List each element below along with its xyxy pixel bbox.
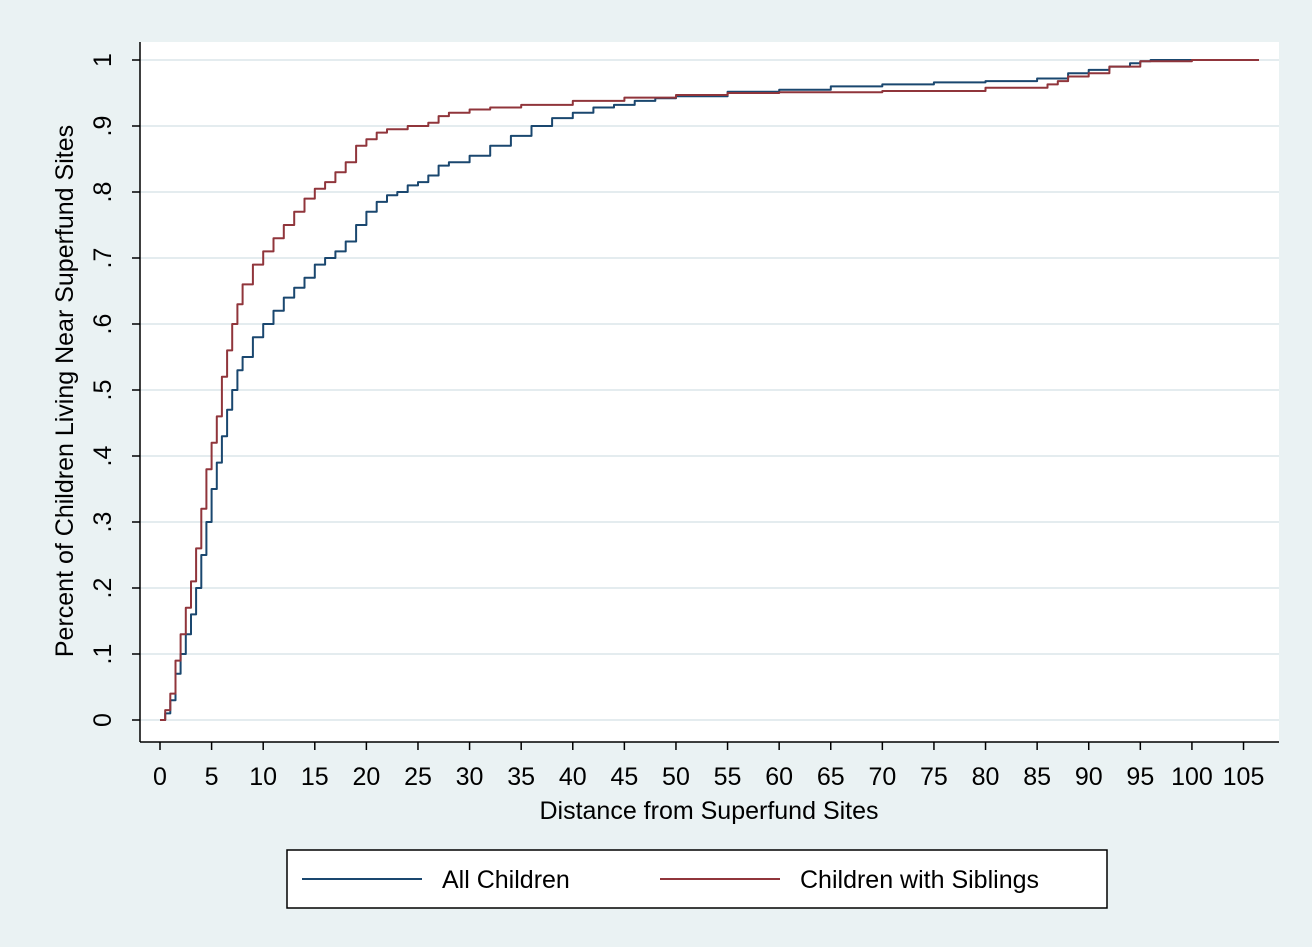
y-tick-label: .1 — [89, 644, 117, 665]
y-tick-label: .4 — [89, 445, 117, 466]
x-tick-label: 105 — [1223, 763, 1265, 791]
y-tick-label: .2 — [89, 578, 117, 599]
x-tick-label: 50 — [662, 763, 690, 791]
y-tick-label: .9 — [89, 116, 117, 137]
x-tick-label: 45 — [610, 763, 638, 791]
x-tick-label: 100 — [1171, 763, 1213, 791]
y-tick-label: .6 — [89, 314, 117, 335]
x-tick-label: 85 — [1023, 763, 1051, 791]
plot-area — [140, 42, 1279, 742]
x-tick-label: 80 — [972, 763, 1000, 791]
y-tick-label: 0 — [89, 713, 117, 727]
series-line-all-children — [160, 59, 1259, 721]
y-tick-label: .5 — [89, 380, 117, 401]
x-tick-label: 15 — [301, 763, 329, 791]
y-tick-label: .8 — [89, 182, 117, 203]
axes: 0.1.2.3.4.5.6.7.8.910 5 10 15 20 25 30 35 40 45 50… — [89, 42, 1279, 791]
legend-label-children-with-siblings: Children with Siblings — [800, 866, 1039, 894]
x-tick-label: 25 — [404, 763, 432, 791]
x-tick-label: 40 — [559, 763, 587, 791]
y-tick-label: 1 — [89, 53, 117, 67]
x-tick-label: 90 — [1075, 763, 1103, 791]
x-tick-label: 10 — [249, 763, 277, 791]
x-tick-label: 95 — [1126, 763, 1154, 791]
y-tick-label: .3 — [89, 512, 117, 533]
series-line-children-with-siblings — [160, 59, 1259, 721]
y-axis-title: Percent of Children Living Near Superfun… — [51, 125, 79, 657]
x-tick-label: 20 — [352, 763, 380, 791]
x-tick-label: 75 — [920, 763, 948, 791]
series-layer — [160, 59, 1259, 721]
x-tick-label: 30 — [456, 763, 484, 791]
x-tick-label: 65 — [817, 763, 845, 791]
x-tick-label: 0 — [153, 763, 167, 791]
y-tick-label: .7 — [89, 248, 117, 269]
legend: All Children Children with Siblings — [286, 849, 1108, 909]
x-tick-label: 5 — [205, 763, 219, 791]
legend-label-all-children: All Children — [442, 866, 570, 894]
x-tick-label: 35 — [507, 763, 535, 791]
x-axis-title: Distance from Superfund Sites — [539, 797, 878, 825]
x-tick-label: 55 — [714, 763, 742, 791]
x-tick-label: 60 — [765, 763, 793, 791]
x-tick-label: 70 — [868, 763, 896, 791]
